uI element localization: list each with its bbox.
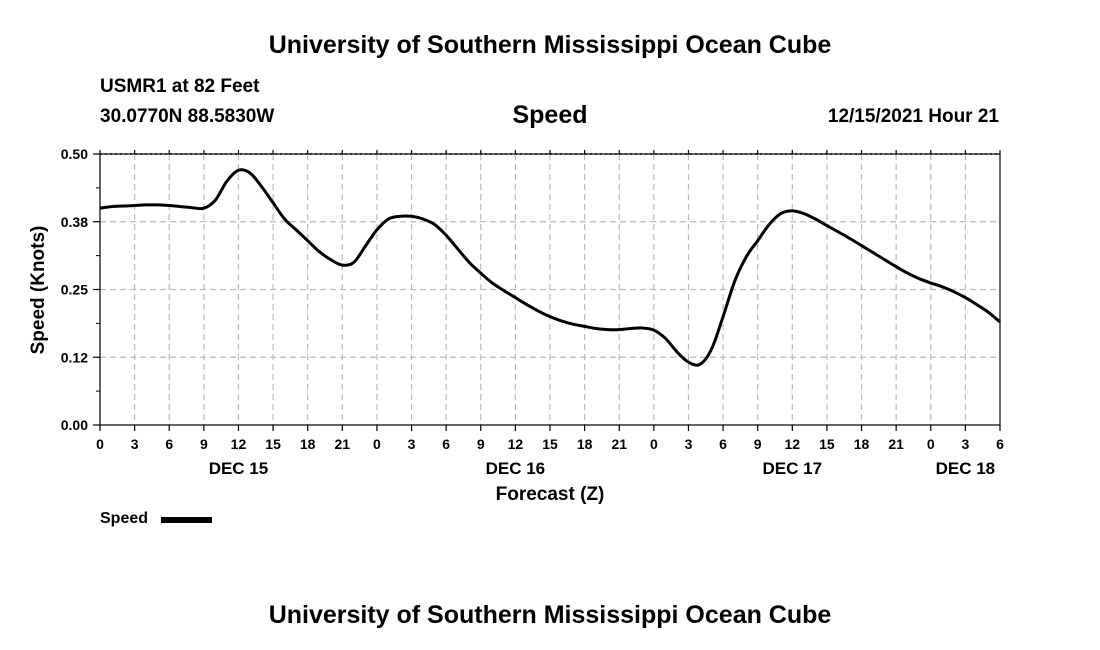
x-axis: 0 3 6 9 12 15 18 21 0 3 6 9 12 15 18 21 0 3 6 9 12 15 18 21 0 3 6 — [96, 150, 1004, 452]
y-tick-label: 0.00 — [61, 417, 88, 433]
y-tick-label: 0.50 — [61, 146, 88, 162]
x-tick-label: 21 — [888, 436, 904, 452]
x-tick-label: 9 — [477, 436, 485, 452]
day-labels: DEC 15 DEC 16 DEC 17 DEC 18 — [209, 459, 995, 478]
station-coords: 30.0770N 88.5830W — [100, 106, 275, 127]
x-tick-label: 3 — [131, 436, 139, 452]
x-tick-label: 6 — [165, 436, 173, 452]
day-label: DEC 17 — [763, 459, 823, 478]
x-tick-label: 0 — [927, 436, 935, 452]
x-tick-label: 18 — [854, 436, 870, 452]
x-tick-label: 3 — [408, 436, 416, 452]
x-tick-label: 9 — [200, 436, 208, 452]
x-tick-label: 6 — [719, 436, 727, 452]
day-label: DEC 16 — [486, 459, 546, 478]
x-tick-label: 0 — [650, 436, 658, 452]
legend-label: Speed — [100, 510, 149, 527]
x-tick-label: 12 — [785, 436, 801, 452]
x-tick-label: 3 — [961, 436, 969, 452]
x-tick-label: 18 — [577, 436, 593, 452]
x-tick-label: 15 — [542, 436, 558, 452]
x-tick-label: 15 — [819, 436, 835, 452]
x-tick-label: 12 — [231, 436, 247, 452]
station-label: USMR1 at 82 Feet — [100, 76, 260, 97]
x-tick-label: 9 — [754, 436, 762, 452]
x-tick-label: 21 — [335, 436, 351, 452]
y-tick-label: 0.12 — [61, 349, 88, 365]
y-tick-label: 0.25 — [61, 282, 88, 298]
y-axis-label: Speed (Knots) — [28, 226, 49, 355]
y-axis: 0.00 0.12 0.25 0.38 0.50 — [61, 146, 100, 433]
x-tick-label: 0 — [373, 436, 381, 452]
y-tick-label: 0.38 — [61, 214, 88, 230]
x-tick-label: 0 — [96, 436, 104, 452]
series-layer — [99, 168, 1001, 367]
x-tick-label: 3 — [685, 436, 693, 452]
x-tick-label: 15 — [265, 436, 281, 452]
x-axis-label: Forecast (Z) — [496, 484, 605, 505]
x-tick-label: 21 — [611, 436, 627, 452]
day-label: DEC 15 — [209, 459, 269, 478]
series-line-speed — [99, 168, 1001, 367]
chart-title: Speed — [512, 101, 588, 129]
page-title: University of Southern Mississippi Ocean… — [268, 31, 832, 59]
day-label: DEC 18 — [936, 459, 996, 478]
chart-grid — [100, 153, 1000, 425]
x-tick-label: 18 — [300, 436, 316, 452]
x-tick-label: 12 — [508, 436, 524, 452]
footer-title: University of Southern Mississippi Ocean… — [268, 601, 832, 629]
x-tick-label: 6 — [442, 436, 450, 452]
forecast-datetime: 12/15/2021 Hour 21 — [827, 106, 999, 127]
x-tick-label: 6 — [996, 436, 1004, 452]
legend-swatch — [161, 517, 212, 523]
